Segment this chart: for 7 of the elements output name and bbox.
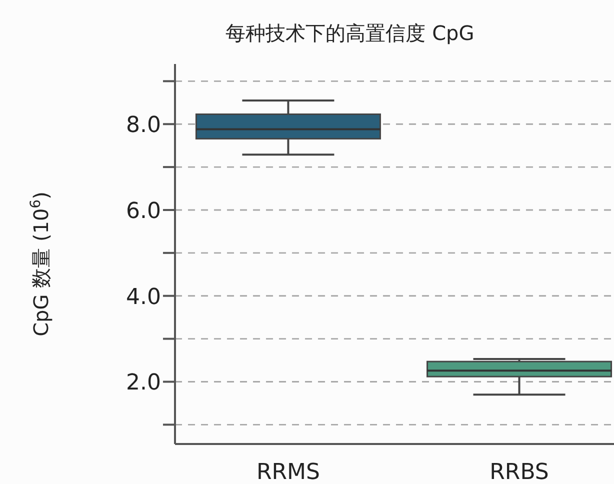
x-tick-label: RRMS [256,460,320,484]
y-tick-label: 4.0 [126,284,161,310]
y-tick-label: 2.0 [126,370,161,396]
y-tick-label: 6.0 [126,198,161,224]
chart-title: 每种技术下的高置信度 CpG [226,21,474,45]
x-tick-label: RRBS [490,460,549,484]
y-tick-label: 8.0 [126,113,161,138]
